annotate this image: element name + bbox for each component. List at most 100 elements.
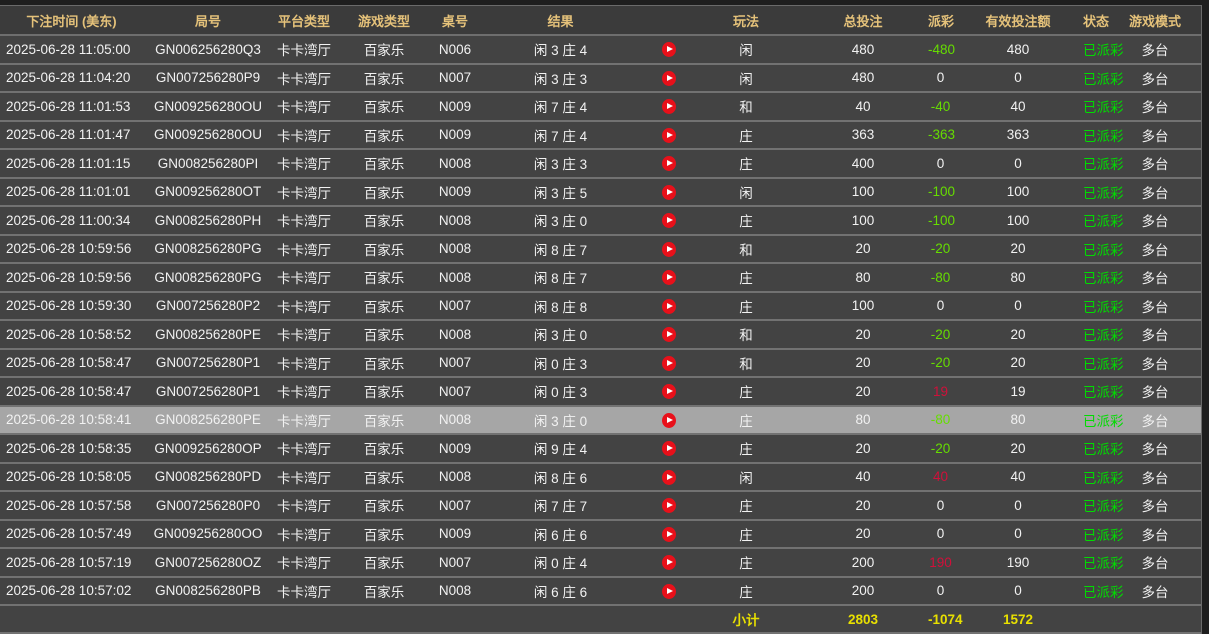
bet-time-cell: 2025-06-28 11:01:53: [0, 92, 143, 122]
total-bet-cell: 363: [798, 120, 928, 150]
play-video-icon[interactable]: [662, 412, 676, 428]
table-number-cell: N008: [433, 320, 477, 350]
bet-time-cell: 2025-06-28 10:59:30: [0, 291, 143, 321]
game-type-cell: 百家乐: [335, 519, 433, 549]
play-video-icon[interactable]: [662, 156, 676, 172]
table-row[interactable]: 2025-06-28 10:58:47 GN007256280P1 卡卡湾厅 百家乐 N…: [0, 377, 1201, 407]
header-replay: [644, 6, 694, 36]
table-row[interactable]: 2025-06-28 11:00:34 GN008256280PH 卡卡湾厅 百家乐 N…: [0, 206, 1201, 236]
table-row[interactable]: 2025-06-28 10:58:35 GN009256280OP 卡卡湾厅 百家乐 N…: [0, 434, 1201, 464]
bet-type-cell: 庄: [694, 576, 798, 606]
replay-cell: [644, 206, 694, 236]
table-row[interactable]: 2025-06-28 11:01:01 GN009256280OT 卡卡湾厅 百家乐 N…: [0, 177, 1201, 207]
platform-cell: 卡卡湾厅: [273, 377, 335, 407]
payout-cell: -100: [928, 177, 955, 207]
bet-type-cell: 和: [694, 320, 798, 350]
table-number-cell: N008: [433, 206, 477, 236]
play-video-icon[interactable]: [662, 70, 676, 86]
result-cell: 闲 0 庄 3: [477, 377, 644, 407]
table-row[interactable]: 2025-06-28 10:59:56 GN008256280PG 卡卡湾厅 百家乐 N…: [0, 234, 1201, 264]
table-row[interactable]: 2025-06-28 11:01:53 GN009256280OU 卡卡湾厅 百家乐 N…: [0, 92, 1201, 122]
bet-time-cell: 2025-06-28 11:05:00: [0, 35, 143, 65]
payout-cell: 0: [928, 491, 953, 521]
play-video-icon[interactable]: [662, 441, 676, 457]
game-mode-cell: 多台: [1109, 405, 1201, 435]
game-type-cell: 百家乐: [335, 434, 433, 464]
result-cell: 闲 6 庄 6: [477, 576, 644, 606]
bet-type-cell: 闲: [694, 462, 798, 492]
subtotal-empty-cell: [477, 605, 644, 634]
table-row[interactable]: 2025-06-28 10:57:19 GN007256280OZ 卡卡湾厅 百家乐 N…: [0, 548, 1201, 578]
bet-type-cell: 和: [694, 92, 798, 122]
play-video-icon[interactable]: [662, 184, 676, 200]
play-video-icon[interactable]: [662, 213, 676, 229]
table-row[interactable]: 2025-06-28 11:01:15 GN008256280PI 卡卡湾厅 百家乐 N…: [0, 149, 1201, 179]
payout-cell: -40: [928, 92, 953, 122]
table-row[interactable]: 2025-06-28 10:59:56 GN008256280PG 卡卡湾厅 百家乐 N…: [0, 263, 1201, 293]
play-video-icon[interactable]: [662, 526, 676, 542]
payout-cell: 0: [928, 149, 953, 179]
round-id-cell: GN009256280OP: [143, 434, 273, 464]
round-id-cell: GN008256280PI: [143, 149, 273, 179]
total-bet-cell: 80: [798, 263, 928, 293]
payout-cell: 190: [928, 548, 953, 578]
table-row[interactable]: 2025-06-28 11:04:20 GN007256280P9 卡卡湾厅 百家乐 N…: [0, 63, 1201, 93]
game-mode-cell: 多台: [1109, 434, 1201, 464]
result-cell: 闲 9 庄 4: [477, 434, 644, 464]
status-cell: 已派彩: [1083, 519, 1124, 549]
table-number-cell: N008: [433, 263, 477, 293]
total-bet-cell: 20: [798, 434, 928, 464]
total-bet-cell: 20: [798, 491, 928, 521]
game-mode-cell: 多台: [1109, 177, 1201, 207]
result-cell: 闲 3 庄 0: [477, 405, 644, 435]
payout-cell: 0: [928, 576, 953, 606]
game-mode-cell: 多台: [1109, 576, 1201, 606]
total-bet-cell: 20: [798, 234, 928, 264]
play-video-icon[interactable]: [662, 99, 676, 115]
play-video-icon[interactable]: [662, 270, 676, 286]
table-row[interactable]: 2025-06-28 10:57:58 GN007256280P0 卡卡湾厅 百家乐 N…: [0, 491, 1201, 521]
status-cell: 已派彩: [1083, 548, 1124, 578]
table-row[interactable]: 2025-06-28 10:57:02 GN008256280PB 卡卡湾厅 百家乐 N…: [0, 576, 1201, 606]
play-video-icon[interactable]: [662, 498, 676, 514]
table-row[interactable]: 2025-06-28 11:05:00 GN006256280Q3 卡卡湾厅 百家乐 N…: [0, 35, 1201, 65]
header-platform: 平台类型: [273, 6, 335, 36]
play-video-icon[interactable]: [662, 583, 676, 599]
platform-cell: 卡卡湾厅: [273, 206, 335, 236]
game-mode-cell: 多台: [1109, 234, 1201, 264]
platform-cell: 卡卡湾厅: [273, 576, 335, 606]
play-video-icon[interactable]: [662, 42, 676, 58]
result-cell: 闲 3 庄 4: [477, 35, 644, 65]
play-video-icon[interactable]: [662, 127, 676, 143]
game-mode-cell: 多台: [1109, 35, 1201, 65]
play-video-icon[interactable]: [662, 241, 676, 257]
replay-cell: [644, 519, 694, 549]
bet-time-cell: 2025-06-28 10:58:47: [0, 348, 143, 378]
platform-cell: 卡卡湾厅: [273, 291, 335, 321]
table-row[interactable]: 2025-06-28 10:58:47 GN007256280P1 卡卡湾厅 百家乐 N…: [0, 348, 1201, 378]
subtotal-total-bet: 2803: [798, 605, 928, 634]
total-bet-cell: 80: [798, 405, 928, 435]
bet-type-cell: 庄: [694, 548, 798, 578]
table-row[interactable]: 2025-06-28 11:01:47 GN009256280OU 卡卡湾厅 百家乐 N…: [0, 120, 1201, 150]
table-number-cell: N009: [433, 519, 477, 549]
table-row[interactable]: 2025-06-28 10:58:05 GN008256280PD 卡卡湾厅 百家乐 N…: [0, 462, 1201, 492]
play-video-icon[interactable]: [662, 355, 676, 371]
total-bet-cell: 100: [798, 206, 928, 236]
play-video-icon[interactable]: [662, 469, 676, 485]
table-row[interactable]: 2025-06-28 10:59:30 GN007256280P2 卡卡湾厅 百家乐 N…: [0, 291, 1201, 321]
round-id-cell: GN009256280OO: [143, 519, 273, 549]
payout-cell: -100: [928, 206, 955, 236]
table-row[interactable]: 2025-06-28 10:58:41 GN008256280PE 卡卡湾厅 百家乐 N…: [0, 405, 1201, 435]
play-video-icon[interactable]: [662, 298, 676, 314]
play-video-icon[interactable]: [662, 327, 676, 343]
payout-cell: -363: [928, 120, 955, 150]
play-video-icon[interactable]: [662, 384, 676, 400]
table-row[interactable]: 2025-06-28 10:58:52 GN008256280PE 卡卡湾厅 百家乐 N…: [0, 320, 1201, 350]
game-type-cell: 百家乐: [335, 120, 433, 150]
platform-cell: 卡卡湾厅: [273, 177, 335, 207]
bet-type-cell: 庄: [694, 263, 798, 293]
table-row[interactable]: 2025-06-28 10:57:49 GN009256280OO 卡卡湾厅 百家乐 N…: [0, 519, 1201, 549]
replay-cell: [644, 320, 694, 350]
play-video-icon[interactable]: [662, 555, 676, 571]
